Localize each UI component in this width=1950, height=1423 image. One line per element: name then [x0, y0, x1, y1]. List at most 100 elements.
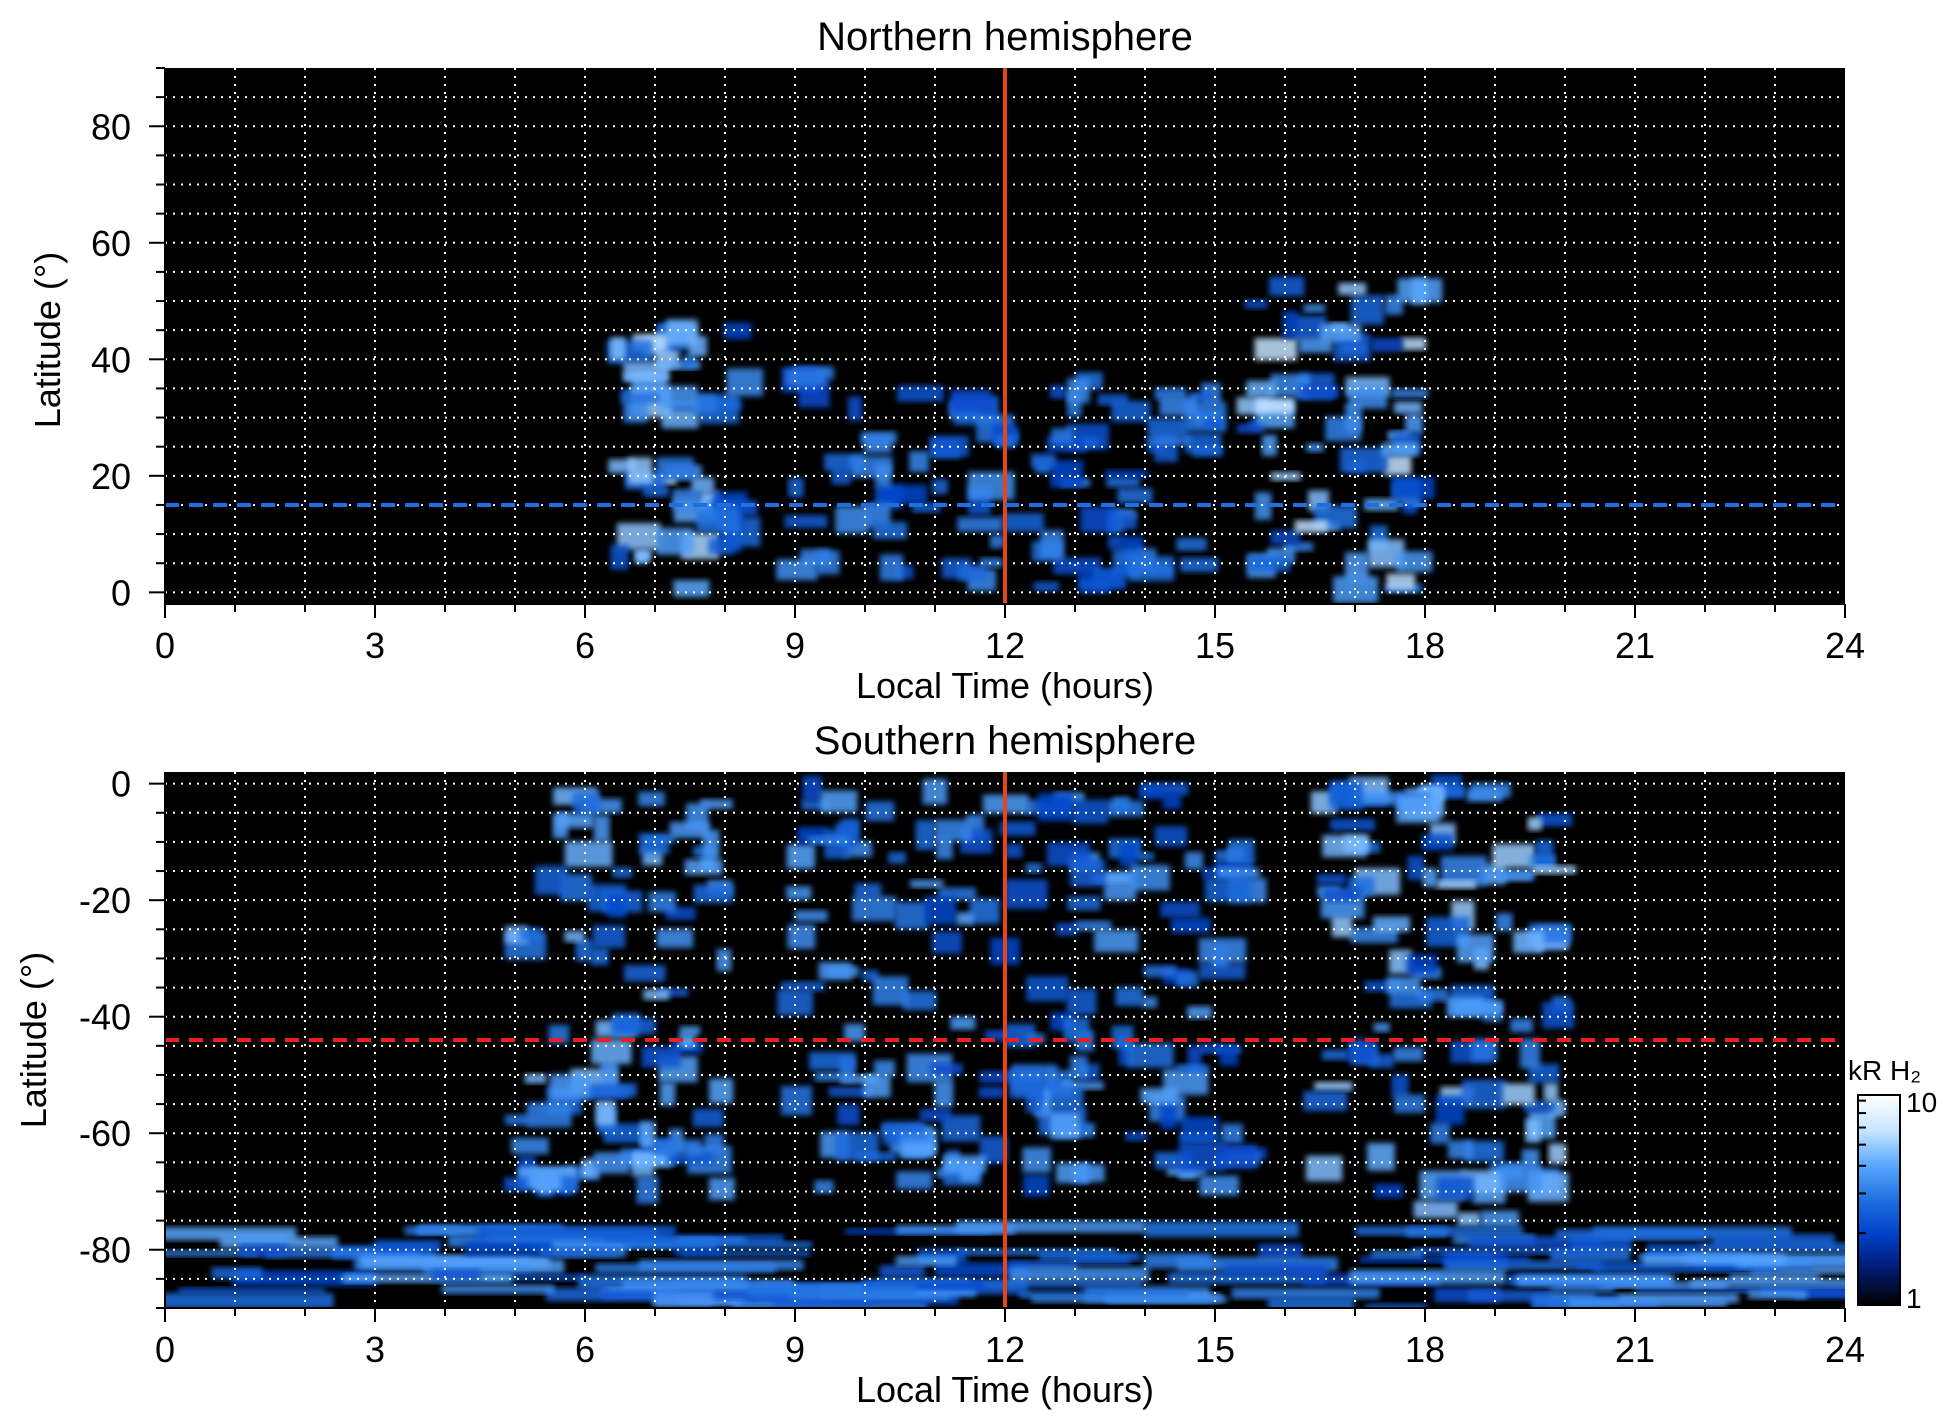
emission-patch: [1339, 447, 1388, 473]
emission-patch: [915, 820, 936, 850]
emission-patch: [1365, 1303, 1427, 1308]
emission-patch: [1393, 1046, 1424, 1062]
emission-patch: [747, 1284, 917, 1297]
emission-patch: [638, 791, 665, 807]
emission-patch: [1066, 988, 1097, 1015]
emission-patch: [979, 557, 1004, 568]
emission-patch: [1074, 920, 1112, 931]
emission-patch: [843, 1023, 866, 1042]
emission-patch: [950, 399, 996, 413]
panel-north-ticks: 0 3 6 9 12 15 18 21 24 0 20 40 60 80: [91, 67, 1865, 666]
emission-patch: [1314, 1081, 1353, 1091]
emission-patch: [1071, 799, 1109, 824]
emission-patch: [801, 799, 828, 811]
emission-patch: [679, 1026, 701, 1036]
emission-patch: [1381, 442, 1419, 457]
emission-patch: [595, 1099, 616, 1126]
emission-patch: [1083, 436, 1099, 448]
emission-patch: [1125, 1131, 1148, 1141]
emission-patch: [662, 360, 701, 370]
emission-patch: [1176, 537, 1207, 551]
emission-patch: [1386, 573, 1416, 591]
emission-patch: [1416, 988, 1449, 1002]
x-tick-label: 24: [1825, 625, 1865, 666]
emission-patch: [672, 1248, 722, 1256]
emission-patch: [521, 1168, 567, 1189]
emission-patch: [1401, 337, 1427, 350]
emission-patch: [1130, 864, 1170, 891]
x-tick-label: 12: [985, 1329, 1025, 1370]
y-tick-label: -40: [79, 997, 131, 1038]
panel-north-xlabel: Local Time (hours): [856, 665, 1154, 706]
emission-patch: [1466, 789, 1503, 802]
emission-patch: [847, 396, 863, 422]
emission-patch: [708, 1177, 735, 1201]
emission-patch: [1079, 579, 1110, 594]
emission-patch: [1180, 1116, 1220, 1143]
emission-patch: [638, 1259, 804, 1271]
x-tick-label: 15: [1195, 1329, 1235, 1370]
emission-patch: [1303, 304, 1326, 313]
panel-south-title: Southern hemisphere: [814, 719, 1196, 763]
emission-patch: [1461, 1079, 1506, 1109]
emission-patch: [264, 1247, 420, 1258]
emission-patch: [1306, 443, 1324, 452]
emission-patch: [1527, 817, 1542, 831]
emission-patch: [1293, 315, 1327, 340]
emission-patch: [1371, 337, 1403, 352]
emission-patch: [1017, 1072, 1044, 1082]
emission-patch: [827, 966, 860, 977]
emission-patch: [922, 778, 948, 805]
emission-patch: [840, 1074, 878, 1084]
emission-patch: [852, 896, 897, 922]
emission-patch: [835, 1131, 879, 1161]
emission-patch: [1178, 1141, 1226, 1172]
emission-patch: [1329, 780, 1364, 810]
emission-patch: [600, 1061, 619, 1085]
emission-patch: [860, 431, 897, 445]
emission-patch: [692, 1108, 724, 1128]
emission-patch: [828, 1086, 873, 1097]
emission-patch: [1283, 542, 1314, 552]
emission-patch: [1030, 453, 1056, 468]
emission-patch: [863, 1074, 891, 1098]
emission-patch: [909, 451, 929, 473]
emission-patch: [1033, 581, 1060, 592]
y-tick-label: 80: [91, 106, 131, 147]
emission-patch: [1178, 1168, 1198, 1180]
emission-patch: [957, 517, 1003, 532]
emission-patch: [936, 837, 953, 860]
emission-patch: [1067, 378, 1090, 404]
emission-patch: [591, 1083, 637, 1097]
emission-patch: [1690, 1278, 1845, 1288]
emission-patch: [1030, 1295, 1228, 1303]
emission-patch: [1140, 1087, 1179, 1104]
emission-patch: [1750, 1266, 1845, 1275]
emission-patch: [854, 883, 882, 899]
emission-patch: [1143, 965, 1177, 978]
emission-patch: [788, 477, 804, 498]
emission-patch: [1094, 929, 1139, 953]
emission-patch: [1471, 1039, 1498, 1062]
emission-patch: [564, 930, 585, 943]
emission-patch: [643, 989, 670, 1000]
emission-patch: [896, 1171, 933, 1190]
emission-patch: [1543, 1083, 1559, 1101]
emission-patch: [1359, 791, 1407, 805]
emission-patch: [1413, 1200, 1458, 1218]
emission-patch: [879, 554, 904, 581]
panel-south-emission: [165, 774, 1845, 1308]
emission-patch: [1374, 1183, 1403, 1198]
emission-patch: [1162, 791, 1182, 809]
emission-patch: [636, 550, 652, 562]
emission-patch: [1367, 1142, 1395, 1171]
emission-patch: [504, 1177, 528, 1192]
emission-patch: [864, 503, 891, 527]
emission-patch: [1338, 282, 1367, 295]
emission-patch: [1237, 423, 1264, 434]
emission-patch: [178, 1287, 325, 1294]
emission-patch: [1107, 535, 1125, 550]
emission-patch: [1217, 867, 1260, 880]
emission-patch: [1007, 1260, 1078, 1270]
emission-patch: [1091, 873, 1132, 883]
